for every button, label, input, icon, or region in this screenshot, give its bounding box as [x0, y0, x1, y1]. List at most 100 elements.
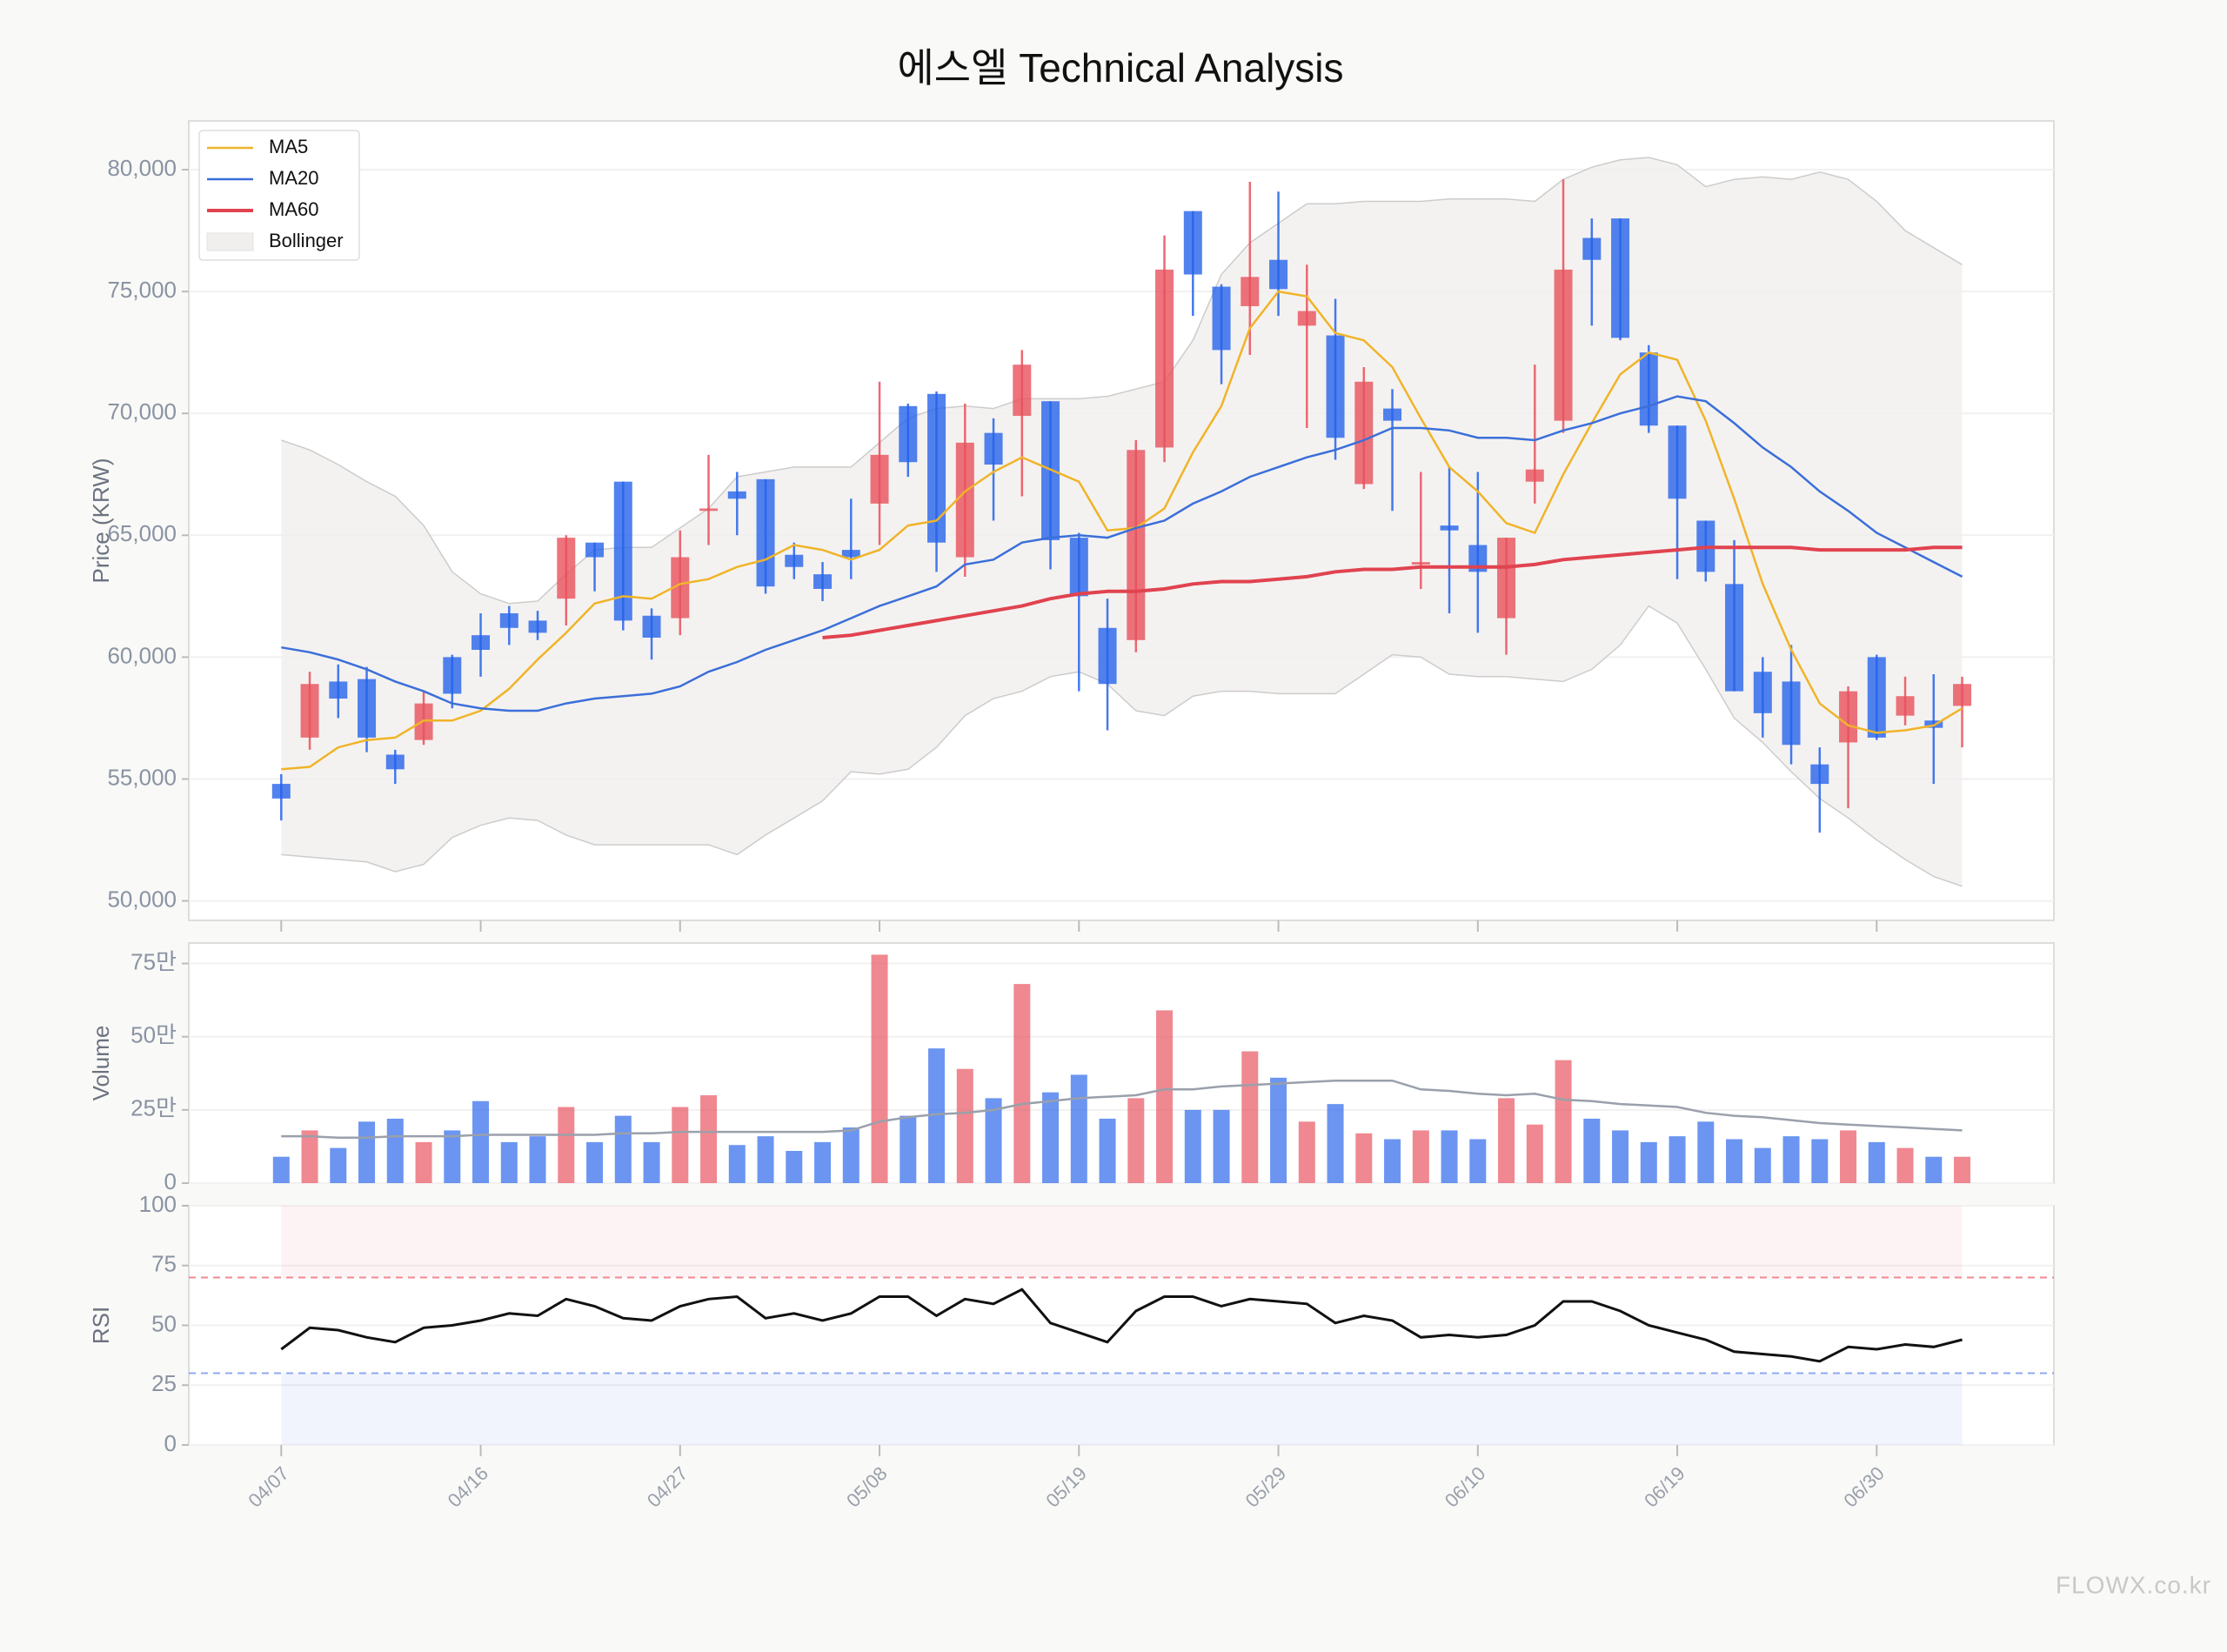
volume-bar — [643, 1141, 660, 1183]
candle-body — [1497, 538, 1516, 619]
volume-bar — [386, 1118, 404, 1183]
volume-bar — [301, 1130, 318, 1183]
candle-body — [927, 393, 946, 543]
volume-bar — [1327, 1104, 1344, 1183]
volume-ma-line — [281, 1079, 1963, 1140]
y-axis-label: Price (KRW) — [88, 458, 114, 584]
legend-label: MA60 — [269, 198, 318, 220]
volume-bar — [1640, 1141, 1657, 1183]
y-axis-label: RSI — [88, 1307, 114, 1344]
volume-bar — [672, 1107, 689, 1183]
legend-box — [198, 130, 360, 261]
y-tick-label: 80,000 — [107, 155, 177, 181]
candle-body — [671, 557, 690, 619]
candle-body — [1155, 269, 1174, 448]
y-tick-label: 50만 — [130, 1022, 177, 1048]
volume-bar — [814, 1141, 832, 1183]
volume-bar — [1013, 984, 1031, 1183]
volume-bar — [1156, 1010, 1174, 1183]
candle-body — [271, 784, 291, 799]
candle-body — [785, 554, 804, 567]
volume-bar — [1526, 1124, 1543, 1183]
volume-bar — [614, 1115, 632, 1183]
legend-label: MA20 — [269, 167, 318, 189]
chart-title: 에스엘 Technical Analysis — [897, 45, 1343, 90]
candle-body — [1554, 269, 1573, 421]
y-tick-label: 75만 — [130, 948, 177, 974]
candle-body — [1525, 469, 1544, 482]
volume-bar — [1298, 1121, 1315, 1183]
volume-bar — [1184, 1109, 1201, 1183]
volume-bar — [1555, 1060, 1572, 1183]
candle-body — [813, 574, 833, 589]
candle-body — [358, 679, 377, 738]
overbought-zone — [281, 1206, 1963, 1278]
legend-label: Bollinger — [269, 230, 344, 251]
volume-bar — [1070, 1074, 1087, 1183]
y-tick-label: 50 — [151, 1310, 177, 1336]
candle-body — [1326, 335, 1345, 438]
y-tick-label: 0 — [164, 1168, 177, 1194]
ma-line — [281, 395, 1963, 712]
candle-body — [1896, 696, 1915, 716]
y-tick-label: 25만 — [130, 1095, 177, 1121]
candle-body — [1440, 525, 1459, 531]
candle-body — [1810, 764, 1829, 785]
candle-body — [1013, 365, 1032, 417]
volume-bar — [700, 1095, 718, 1183]
y-tick-label: 75 — [151, 1251, 177, 1277]
candle-body — [1098, 627, 1117, 685]
volume-bar — [956, 1068, 973, 1183]
candle-body — [1183, 211, 1202, 275]
candle-body — [1127, 450, 1146, 640]
candle-body — [1212, 286, 1231, 351]
volume-bar — [1384, 1139, 1401, 1183]
y-tick-label: 0 — [164, 1430, 177, 1456]
y-tick-label: 55,000 — [107, 764, 177, 790]
volume-bar — [272, 1156, 290, 1183]
candle-body — [1725, 584, 1744, 692]
candle-body — [899, 405, 918, 463]
candle-body — [1069, 538, 1088, 597]
volume-bar — [1954, 1156, 1971, 1183]
candle-body — [585, 542, 605, 558]
volume-bar — [444, 1130, 461, 1183]
volume-bar — [985, 1098, 1002, 1183]
candle-body — [1839, 691, 1858, 743]
candle-body — [1611, 218, 1630, 338]
candle-body — [870, 454, 889, 504]
volume-bar — [842, 1127, 859, 1183]
oversold-zone — [281, 1373, 1963, 1445]
candle-body — [841, 550, 860, 558]
volume-bar — [1213, 1109, 1230, 1183]
volume-bar — [1355, 1133, 1373, 1183]
candle-body — [613, 481, 632, 621]
rsi-line — [280, 1287, 1963, 1363]
y-tick-label: 25 — [151, 1370, 177, 1396]
volume-bar — [928, 1048, 946, 1183]
bollinger-lower — [281, 605, 1963, 887]
candle-body — [528, 620, 547, 633]
candle-body — [1867, 657, 1886, 738]
candle-body — [955, 442, 974, 558]
ma-line — [281, 290, 1963, 771]
y-axis-label: Volume — [88, 1026, 114, 1101]
volume-bar — [1469, 1139, 1487, 1183]
volume-bar — [757, 1136, 774, 1183]
volume-bar — [1925, 1156, 1943, 1183]
y-tick-label: 60,000 — [107, 642, 177, 668]
panel — [188, 942, 2055, 1184]
volume-bar — [1754, 1147, 1771, 1183]
y-tick-label: 65,000 — [107, 520, 177, 546]
candle-body — [699, 508, 719, 512]
ma-line — [822, 545, 1963, 639]
volume-bar — [1099, 1118, 1116, 1183]
volume-bar — [1583, 1118, 1601, 1183]
y-tick-label: 75,000 — [107, 277, 177, 303]
candle-body — [642, 615, 661, 638]
candle-body — [1782, 681, 1801, 746]
candle-body — [557, 538, 576, 599]
volume-bar — [1270, 1077, 1287, 1183]
volume-bar — [728, 1145, 746, 1183]
